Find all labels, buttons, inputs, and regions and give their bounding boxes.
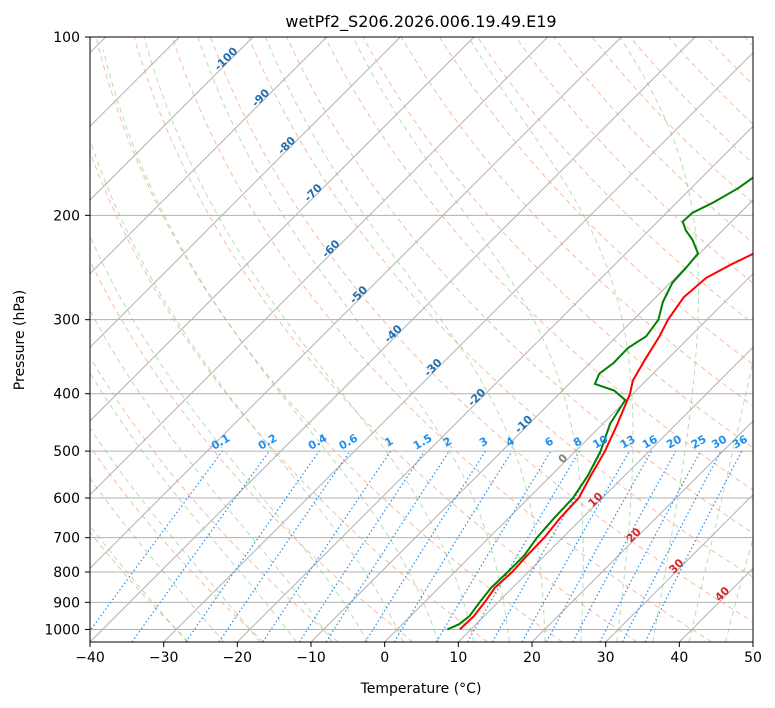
profile-series: [446, 176, 753, 631]
y-tick-label: 100: [53, 30, 80, 46]
y-axis: 1000 900 800 700 600 500 400 300 200 100: [44, 30, 90, 638]
x-tick-label: 20: [523, 650, 541, 666]
dry-adiabat-line: [324, 37, 753, 491]
isotherm-line: [90, 37, 401, 349]
x-tick-label: 40: [670, 650, 688, 666]
dry-adiabat-line: [210, 37, 753, 623]
dry-adiabat-line: [286, 37, 753, 534]
moist-adiabat-line: [90, 524, 188, 642]
mixing-ratio-line: [393, 450, 513, 642]
dry-adiabat-line: [362, 37, 753, 449]
dry-adiabat-line: [90, 259, 414, 642]
isotherm-line: [90, 37, 475, 422]
mixing-ratio-line: [521, 450, 631, 642]
mixing-ratio-line: [572, 450, 677, 642]
y-tick-label: 300: [53, 313, 80, 329]
chart-title: wetPf2_S206.2026.006.19.49.E19: [285, 12, 556, 32]
y-tick-label: 1000: [44, 622, 80, 638]
y-tick-label: 200: [53, 208, 80, 224]
moist-adiabat-line: [90, 235, 369, 642]
x-tick-label: −30: [149, 650, 179, 666]
moist-adiabat-line: [619, 37, 699, 642]
y-tick-label: 700: [53, 531, 80, 547]
y-tick-label: 500: [53, 444, 80, 460]
dry-adiabat-line: [438, 37, 753, 366]
y-tick-label: 400: [53, 387, 80, 403]
isotherm-line: [457, 346, 753, 642]
x-tick-label: 0: [380, 650, 389, 666]
mixing-ratio-line: [466, 450, 580, 642]
mixing-ratio-line: [185, 450, 320, 642]
background-lines: [90, 37, 753, 642]
moist-adiabat-line: [265, 37, 546, 642]
x-tick-label: 50: [744, 650, 762, 666]
dry-adiabat-line: [90, 356, 339, 642]
isotherm-line: [90, 37, 696, 642]
mixing-ratio-line: [435, 450, 552, 642]
mixing-ratio-line: [90, 450, 223, 632]
y-tick-label: 800: [53, 565, 80, 581]
isotherm-line: [605, 493, 753, 642]
moist-adiabat-line: [90, 309, 333, 642]
y-axis-label: Pressure (hPa): [12, 290, 28, 390]
moist-adiabat-line: [102, 49, 439, 642]
dry-adiabat-line: [90, 531, 190, 642]
isotherm-line: [531, 420, 753, 642]
dry-adiabat-line: [248, 37, 753, 578]
x-axis: −40 −30 −20 −10 0 10 20 30 40 50: [75, 642, 762, 666]
plot-frame: [89, 36, 754, 643]
moist-adiabat-line: [90, 371, 297, 642]
x-tick-label: 30: [597, 650, 615, 666]
isotherm-line: [90, 37, 328, 275]
mixing-ratio-line: [325, 450, 450, 642]
x-tick-label: 10: [449, 650, 467, 666]
mixing-ratio-line: [491, 450, 603, 642]
mixing-ratio-line: [131, 450, 270, 642]
dry-adiabat-line: [133, 37, 638, 642]
dewpoint-line: [446, 176, 753, 631]
isotherm-line: [384, 272, 753, 642]
isotherm-line: [90, 37, 549, 496]
x-tick-label: −10: [296, 650, 326, 666]
isotherm-line: [236, 125, 753, 642]
x-axis-label: Temperature (°C): [360, 681, 482, 697]
mixing-ratio-line: [218, 450, 351, 642]
isotherm-line: [90, 37, 622, 570]
y-tick-label: 600: [53, 491, 80, 507]
mixing-ratio-line: [364, 450, 486, 642]
isotherm-line: [90, 37, 254, 201]
moist-adiabat-line: [90, 427, 261, 642]
x-tick-label: −20: [223, 650, 253, 666]
moist-adiabat-line: [90, 138, 404, 642]
isotherm-line: [163, 51, 753, 642]
temperature-line: [459, 252, 753, 631]
y-tick-label: 900: [53, 595, 80, 611]
dry-adiabat-line: [400, 37, 753, 407]
moist-adiabat-line: [143, 37, 475, 642]
x-tick-label: −40: [75, 650, 105, 666]
mixing-ratio-line: [545, 450, 653, 642]
